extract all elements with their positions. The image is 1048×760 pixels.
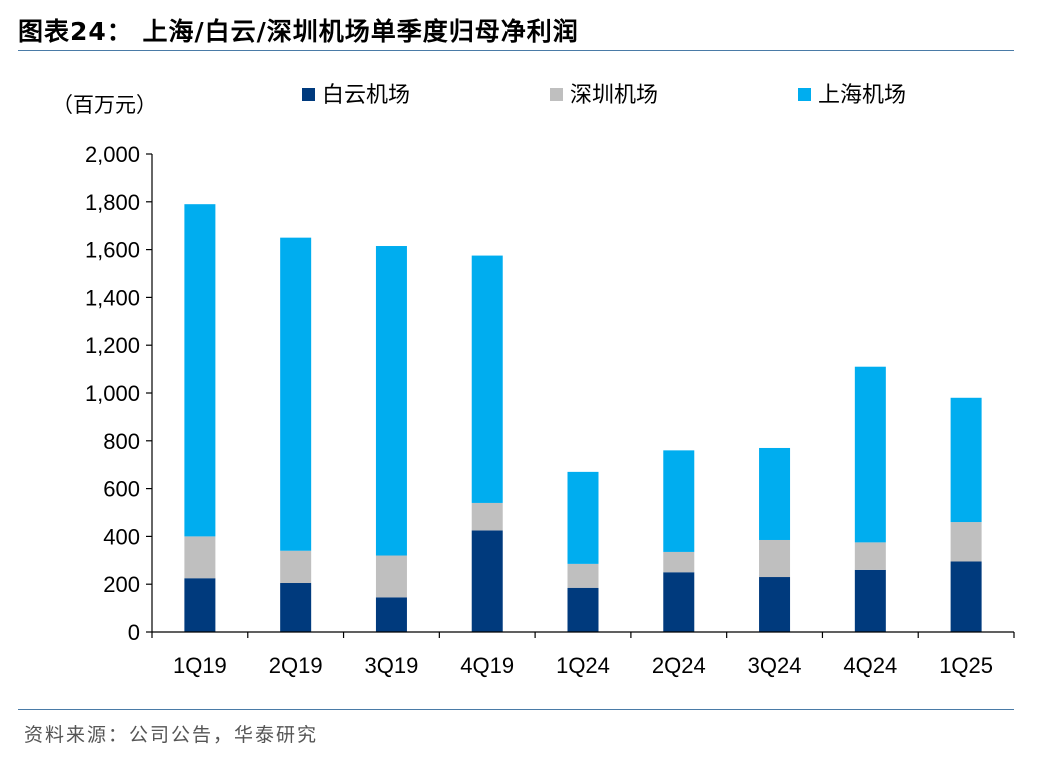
bar-stack-3q24	[759, 447, 791, 632]
x-tick-label: 2Q19	[269, 653, 323, 678]
y-tick-label: 1,400	[85, 285, 140, 310]
bar-segment-series-0	[759, 577, 791, 632]
y-tick-label: 600	[103, 477, 140, 502]
x-axis: 1Q19 2Q19 3Q19 4Q19 1Q24 2Q24 3Q24 4Q24 1Q25	[151, 631, 1015, 678]
y-tick-label: 1,800	[85, 190, 140, 215]
bars	[184, 204, 982, 632]
bar-stack-4q19	[471, 255, 503, 632]
bar-segment-series-2	[375, 246, 407, 556]
legend-item-1: 深圳机场	[550, 83, 658, 108]
x-tick-label: 4Q19	[460, 653, 514, 678]
bar-segment-series-1	[471, 502, 503, 531]
legend: 白云机场 深圳机场 上海机场	[302, 83, 906, 108]
x-tick-label: 1Q19	[173, 653, 227, 678]
source-divider	[18, 709, 1014, 710]
bar-stack-4q24	[854, 366, 886, 632]
legend-swatch	[798, 88, 811, 101]
legend-swatch	[302, 88, 315, 101]
y-tick-label: 1,200	[85, 333, 140, 358]
bar-segment-series-0	[280, 583, 312, 632]
bar-segment-series-2	[280, 237, 312, 551]
legend-label: 白云机场	[322, 83, 410, 108]
bar-segment-series-1	[759, 539, 791, 578]
y-axis: 0 200 400 600 800 1,000 1,200 1,400 1,600 1,800 2,…	[85, 142, 153, 645]
bar-segment-series-1	[567, 563, 599, 588]
bar-segment-series-1	[280, 550, 312, 584]
x-tick-label: 3Q24	[748, 653, 802, 678]
legend-item-2: 上海机场	[798, 83, 906, 108]
bar-segment-series-0	[184, 578, 216, 632]
x-tick-label: 1Q24	[556, 653, 610, 678]
legend-label: 上海机场	[818, 83, 906, 108]
bar-stack-1q19	[184, 204, 216, 632]
y-axis-unit-label: （百万元）	[52, 93, 157, 117]
bar-segment-series-0	[663, 572, 695, 632]
x-tick-label: 3Q19	[365, 653, 419, 678]
legend-item-0: 白云机场	[302, 83, 410, 108]
bar-segment-series-0	[854, 569, 886, 632]
bar-segment-series-0	[471, 530, 503, 632]
bar-segment-series-2	[567, 471, 599, 564]
bar-segment-series-2	[854, 366, 886, 543]
y-tick-label: 400	[103, 524, 140, 549]
bar-stack-2q19	[280, 237, 312, 632]
y-tick-label: 2,000	[85, 142, 140, 167]
legend-swatch	[550, 88, 563, 101]
legend-label: 深圳机场	[570, 83, 658, 108]
bar-segment-series-0	[567, 587, 599, 632]
source-note: 资料来源：公司公告，华泰研究	[24, 724, 319, 746]
bar-segment-series-2	[950, 397, 982, 523]
bar-segment-series-2	[663, 450, 695, 552]
bar-segment-series-0	[950, 561, 982, 632]
bar-segment-series-2	[759, 447, 791, 540]
x-tick-label: 2Q24	[652, 653, 706, 678]
y-tick-label: 0	[128, 620, 140, 645]
x-tick-label: 4Q24	[843, 653, 897, 678]
y-tick-label: 800	[103, 429, 140, 454]
bar-segment-series-2	[184, 204, 216, 537]
figure-title: 图表24： 上海/白云/深圳机场单季度归母净利润	[18, 17, 579, 46]
bar-stack-1q24	[567, 471, 599, 632]
bar-segment-series-1	[950, 522, 982, 562]
bar-segment-series-2	[471, 255, 503, 503]
y-tick-label: 200	[103, 572, 140, 597]
title-divider	[18, 50, 1014, 51]
bar-segment-series-1	[854, 542, 886, 570]
bar-segment-series-1	[375, 555, 407, 598]
y-tick-label: 1,600	[85, 238, 140, 263]
bar-segment-series-1	[663, 551, 695, 573]
y-tick-label: 1,000	[85, 381, 140, 406]
bar-stack-1q25	[950, 397, 982, 632]
x-tick-label: 1Q25	[939, 653, 993, 678]
bar-segment-series-0	[375, 597, 407, 632]
bar-stack-3q19	[375, 246, 407, 632]
bar-stack-2q24	[663, 450, 695, 632]
bar-segment-series-1	[184, 536, 216, 579]
